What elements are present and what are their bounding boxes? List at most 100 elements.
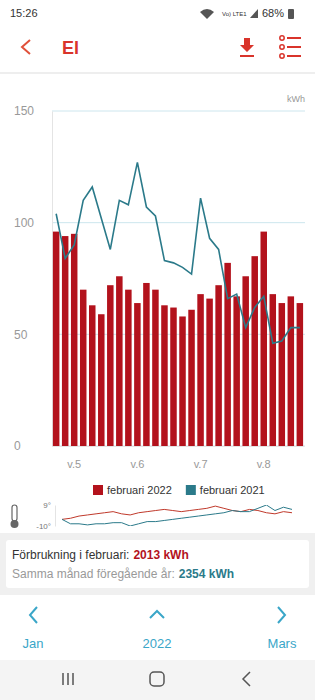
plot-area bbox=[53, 162, 303, 446]
year-arrow bbox=[150, 611, 164, 618]
grid-line bbox=[52, 222, 305, 223]
temp-plot-area bbox=[62, 505, 292, 526]
y-tick-label: 100 bbox=[14, 216, 34, 230]
bar bbox=[206, 299, 212, 446]
y-axis-line bbox=[52, 112, 53, 447]
y-tick-label: 50 bbox=[14, 328, 28, 342]
bar bbox=[89, 305, 95, 446]
download-button[interactable] bbox=[240, 38, 254, 57]
bar bbox=[251, 256, 257, 446]
y-axis: 0 50 100 150 bbox=[14, 104, 53, 453]
menu-line bbox=[287, 55, 301, 57]
main-chart: 050100150kWhv.5v.6v.7v.8februari 2022feb… bbox=[14, 94, 305, 496]
bar bbox=[152, 290, 158, 446]
bar bbox=[179, 316, 185, 446]
back-button[interactable] bbox=[22, 40, 30, 54]
home-button[interactable] bbox=[150, 672, 164, 686]
header-bg bbox=[0, 28, 315, 72]
recents-bar bbox=[67, 673, 69, 685]
bar bbox=[98, 314, 104, 446]
temp-y-axis: -10°9° bbox=[36, 501, 55, 531]
bar bbox=[170, 308, 176, 446]
menu-dot bbox=[280, 36, 284, 40]
bar bbox=[134, 303, 140, 446]
legend-item: februari 2021 bbox=[186, 484, 265, 496]
system-nav bbox=[0, 660, 315, 700]
bar bbox=[288, 296, 294, 446]
x-tick-label: v.5 bbox=[67, 458, 81, 470]
grid bbox=[52, 111, 305, 446]
legend: februari 2022 februari 2021 bbox=[93, 484, 265, 496]
bar-series bbox=[53, 232, 303, 446]
bar bbox=[62, 236, 68, 446]
system-back-button[interactable] bbox=[243, 672, 250, 686]
y-tick-label: 0 bbox=[14, 439, 21, 453]
line bbox=[56, 162, 300, 343]
bar bbox=[233, 296, 239, 446]
bar bbox=[71, 234, 77, 446]
previous-value: 2354 kWh bbox=[179, 567, 234, 581]
network: Vo) LTE1 bbox=[222, 11, 247, 17]
month-nav: Jan 2022 Mars bbox=[23, 607, 297, 651]
grid-line bbox=[52, 111, 305, 112]
bar bbox=[260, 232, 266, 446]
battery-icon bbox=[288, 9, 294, 19]
temperature-chart: -10°9° bbox=[11, 501, 293, 531]
legend-swatch bbox=[186, 485, 196, 495]
bar bbox=[188, 310, 194, 446]
x-tick: v.8 bbox=[257, 446, 271, 470]
consumption-line: Förbrukning i februari:2013 kWh bbox=[12, 548, 189, 562]
header: El bbox=[0, 28, 315, 72]
menu-line bbox=[287, 37, 301, 39]
legend-label: februari 2022 bbox=[107, 484, 172, 496]
battery-level: 68% bbox=[262, 7, 284, 19]
y-tick: 100 bbox=[14, 216, 52, 230]
x-tick: v.6 bbox=[130, 446, 144, 470]
legend-swatch bbox=[93, 485, 103, 495]
recents-bar bbox=[62, 673, 64, 685]
consumption-label: Förbrukning i februari: bbox=[12, 548, 129, 562]
temp-line bbox=[62, 505, 292, 526]
summary: Förbrukning i februari:2013 kWh Samma mån… bbox=[0, 533, 315, 595]
legend-label: februari 2021 bbox=[200, 484, 265, 496]
year: 2022 bbox=[143, 636, 172, 651]
screen: 15:26Vo) LTE168%El050100150kWhv.5v.6v.7v… bbox=[0, 0, 315, 700]
bar bbox=[297, 303, 303, 446]
year-button[interactable]: 2022 bbox=[143, 611, 172, 651]
previous-label: Samma månad föregående år: bbox=[12, 567, 175, 581]
legend-item: februari 2022 bbox=[93, 484, 172, 496]
temp-y-tick: -10° bbox=[36, 522, 55, 531]
previous-line: Samma månad föregående år: 2354 kWh bbox=[12, 567, 234, 581]
header-shadow bbox=[0, 72, 315, 74]
recents-button[interactable] bbox=[63, 673, 73, 685]
summary-box bbox=[6, 540, 309, 588]
temp-y-tick-label: -10° bbox=[36, 522, 51, 531]
bar bbox=[80, 290, 86, 446]
summary-bg bbox=[0, 533, 315, 595]
bar bbox=[197, 294, 203, 446]
thermometer-icon bbox=[11, 505, 19, 528]
prev-month-button[interactable]: Jan bbox=[23, 607, 44, 651]
temp-y-axis-line bbox=[55, 506, 56, 527]
x-tick-label: v.8 bbox=[257, 458, 271, 470]
y-tick: 0 bbox=[14, 439, 52, 453]
page: 15:26Vo) LTE168%El050100150kWhv.5v.6v.7v… bbox=[0, 0, 315, 700]
y-tick: 150 bbox=[14, 104, 52, 118]
bar bbox=[242, 276, 248, 446]
y-tick: 50 bbox=[14, 328, 52, 342]
bar bbox=[143, 283, 149, 446]
next-month-button[interactable]: Mars bbox=[268, 607, 297, 651]
menu-dot bbox=[280, 45, 284, 49]
menu-button[interactable] bbox=[280, 36, 301, 58]
next-arrow bbox=[278, 607, 285, 623]
x-tick: v.5 bbox=[67, 446, 81, 470]
header-title: El bbox=[62, 38, 79, 58]
thermometer-bulb bbox=[11, 520, 19, 528]
status-bar: 15:26Vo) LTE168% bbox=[10, 7, 294, 19]
x-tick: v.7 bbox=[194, 446, 208, 470]
prev-arrow bbox=[30, 607, 37, 623]
y-axis-label: kWh bbox=[287, 94, 305, 104]
wifi-icon bbox=[200, 9, 214, 19]
signal-icon bbox=[250, 9, 258, 18]
bar bbox=[270, 294, 276, 446]
